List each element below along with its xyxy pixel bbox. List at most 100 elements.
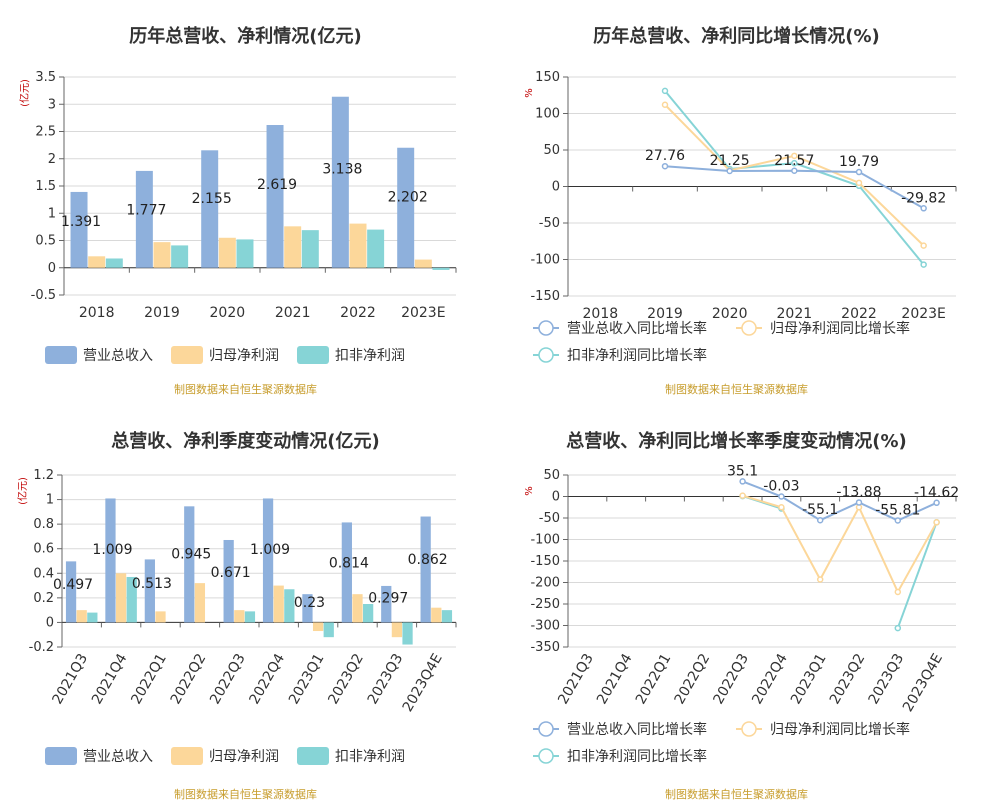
x-tick-label: 2021Q3	[50, 651, 92, 707]
data-point	[791, 167, 798, 175]
y-tick-label: 0.6	[33, 542, 54, 557]
data-label: 27.76	[645, 148, 685, 164]
data-point	[894, 624, 902, 632]
x-tick-label: 2023Q3	[365, 651, 407, 707]
x-tick-label: 2019	[144, 305, 180, 321]
data-point	[778, 493, 785, 500]
legend-swatch	[45, 747, 77, 765]
legend-swatch	[171, 346, 203, 364]
y-tick-label: 0	[46, 615, 54, 630]
data-point	[739, 478, 746, 485]
y-tick-label: -250	[530, 597, 560, 612]
legend-marker	[538, 748, 554, 764]
bar	[352, 594, 363, 623]
legend-swatch	[297, 747, 329, 765]
data-point	[739, 492, 746, 499]
data-label: 0.862	[408, 552, 448, 568]
y-axis-unit-label: %	[524, 486, 535, 496]
y-tick-label: 100	[535, 107, 560, 122]
y-tick-label: 0	[552, 180, 560, 195]
data-point	[855, 499, 863, 506]
y-tick-label: 1.5	[35, 179, 56, 194]
x-tick-label: 2020	[712, 306, 748, 322]
bar	[105, 498, 116, 623]
data-point	[791, 152, 798, 160]
data-label: -13.88	[836, 484, 881, 500]
data-label: -14.62	[914, 485, 959, 501]
legend-label: 归母净利润同比增长率	[770, 721, 910, 738]
data-label: 21.57	[774, 153, 814, 169]
x-tick-label: 2022Q2	[168, 651, 210, 707]
data-label: 1.391	[61, 214, 101, 230]
series-line	[896, 521, 938, 629]
data-label: 19.79	[839, 154, 879, 170]
data-point	[933, 519, 940, 526]
legend-marker	[538, 320, 554, 336]
bar	[431, 607, 442, 623]
bar	[184, 506, 195, 623]
x-tick-label: 2023Q4E	[400, 651, 446, 715]
data-label: 0.814	[329, 555, 369, 571]
x-tick-label: 2023E	[401, 305, 445, 321]
y-tick-label: 2	[48, 152, 56, 167]
bar	[432, 267, 450, 270]
chart-title: 历年总营收、净利同比增长情况(%)	[593, 26, 880, 47]
data-source-note: 制图数据来自恒生聚源数据库	[174, 383, 317, 396]
data-label: -55.81	[875, 502, 920, 518]
bar	[441, 610, 453, 623]
x-tick-label: 2022Q1	[633, 651, 675, 707]
bar	[323, 622, 334, 638]
chart-title: 历年总营收、净利情况(亿元)	[129, 26, 362, 47]
x-tick-label: 2021	[275, 305, 311, 321]
bar	[135, 170, 153, 268]
data-point	[661, 162, 669, 170]
chart-title: 总营收、净利季度变动情况(亿元)	[111, 431, 380, 452]
data-source-note: 制图数据来自恒生聚源数据库	[665, 788, 808, 801]
bar	[341, 522, 352, 623]
x-tick-label: 2022Q3	[710, 651, 752, 707]
legend-marker	[538, 347, 554, 363]
x-tick-label: 2023E	[901, 306, 945, 322]
annual-bar-chart: -0.5 0 0.5 1 1.5 2 2.5 3 3.5 (亿元) 2018 2019 2020 2021…	[18, 70, 457, 364]
bar	[194, 583, 206, 623]
bar	[284, 226, 302, 268]
data-label: -0.03	[763, 479, 799, 495]
y-tick-label: -150	[530, 554, 560, 569]
bar	[126, 576, 137, 623]
x-tick-label: 2021Q4	[89, 651, 131, 707]
x-tick-label: 2019	[647, 306, 683, 322]
bar	[414, 259, 432, 268]
y-axis-unit-label: (亿元)	[16, 477, 29, 505]
y-tick-label: -300	[530, 619, 560, 634]
quarterly-growth-line-chart: -350-300-250-200-150-100-50050%2021Q3202…	[524, 463, 959, 765]
x-tick-label: 2022Q4	[247, 651, 289, 707]
quarterly-bar-chart: -0.200.20.40.60.811.2(亿元)2021Q32021Q4202…	[16, 468, 457, 765]
y-tick-label: -100	[530, 253, 560, 268]
legend-label: 扣非净利润	[335, 749, 405, 765]
data-point	[778, 504, 785, 511]
data-label: 21.25	[710, 153, 750, 169]
data-label: 0.671	[211, 565, 251, 581]
x-tick-label: 2023Q1	[788, 651, 830, 707]
y-tick-label: 0.4	[33, 566, 54, 581]
y-tick-label: 1	[46, 493, 54, 508]
data-source-note: 制图数据来自恒生聚源数据库	[174, 788, 317, 801]
bar	[397, 147, 415, 268]
data-point	[894, 517, 902, 524]
y-tick-label: 0.5	[35, 234, 56, 249]
x-tick-label: 2020	[210, 305, 246, 321]
legend-marker	[538, 721, 554, 737]
x-tick-label: 2022Q4	[749, 651, 791, 707]
bar	[273, 585, 284, 623]
panel-annual-revenue-profit: 历年总营收、净利情况(亿元) -0.5 0 0.5 1 1.5 2 2.5 3 3.5 (亿元) 2…	[0, 0, 491, 405]
y-tick-label: 50	[543, 143, 560, 158]
y-tick-label: 3.5	[35, 70, 56, 85]
legend-swatch	[297, 346, 329, 364]
y-tick-label: 0.8	[33, 517, 54, 532]
data-label: 1.777	[126, 202, 166, 218]
bar	[302, 594, 313, 623]
legend-label: 营业总收入同比增长率	[567, 320, 707, 337]
panel-annual-growth: 历年总营收、净利同比增长情况(%) -150 -100 -50 0 50 100 150% 2…	[491, 0, 982, 405]
data-point	[920, 205, 927, 212]
bar	[171, 245, 189, 268]
